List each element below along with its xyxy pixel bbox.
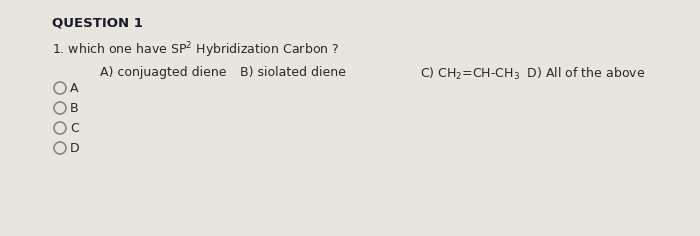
Text: QUESTION 1: QUESTION 1	[52, 16, 143, 29]
Text: C) $\mathregular{CH_2}$=CH-$\mathregular{CH_3}$  D) All of the above: C) $\mathregular{CH_2}$=CH-$\mathregular…	[420, 66, 645, 82]
Text: C: C	[70, 122, 78, 135]
Text: D: D	[70, 142, 80, 155]
Text: B) siolated diene: B) siolated diene	[240, 66, 346, 79]
Text: A) conjuagted diene: A) conjuagted diene	[100, 66, 227, 79]
Text: B: B	[70, 101, 78, 114]
Text: 1. which one have $\mathregular{SP^2}$ Hybridization Carbon ?: 1. which one have $\mathregular{SP^2}$ H…	[52, 40, 340, 60]
Text: A: A	[70, 81, 78, 94]
